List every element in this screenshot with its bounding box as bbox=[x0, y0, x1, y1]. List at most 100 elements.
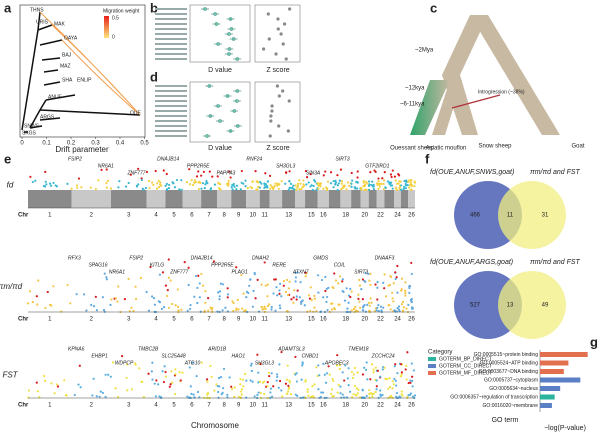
snp-point bbox=[268, 174, 272, 177]
snp-point bbox=[149, 265, 152, 269]
snp-point bbox=[332, 180, 335, 183]
snp-point bbox=[262, 307, 265, 310]
chr-tick-label: 5 bbox=[172, 317, 176, 323]
snp-point bbox=[341, 278, 344, 281]
snp-point bbox=[256, 278, 259, 281]
snp-point bbox=[358, 284, 362, 287]
snp-point bbox=[350, 185, 353, 188]
snp-point bbox=[286, 392, 289, 395]
snp-point bbox=[298, 188, 301, 191]
snp-point bbox=[195, 175, 199, 178]
snp-point bbox=[245, 290, 249, 293]
snp-point bbox=[233, 395, 236, 398]
snp-point bbox=[401, 300, 405, 303]
chr-tick-label: 15 bbox=[308, 403, 315, 409]
snp-point bbox=[153, 303, 157, 306]
chr-tick-label: 6 bbox=[190, 403, 194, 409]
snp-point bbox=[353, 384, 357, 387]
gene-label: SH3GL3 bbox=[276, 163, 295, 169]
legend-label: GOTERM_BP_DIRECT bbox=[439, 356, 492, 362]
snp-point bbox=[301, 364, 304, 367]
panel-b: D value Z score bbox=[208, 67, 290, 74]
snp-point bbox=[381, 177, 384, 180]
snp-point bbox=[216, 175, 219, 178]
snp-point bbox=[134, 363, 137, 366]
snp-point bbox=[211, 175, 214, 178]
snp-point bbox=[187, 266, 190, 269]
snp-point bbox=[92, 377, 95, 380]
snp-point bbox=[400, 277, 404, 280]
snp-point bbox=[66, 283, 69, 287]
snp-point bbox=[304, 271, 307, 274]
snp-point bbox=[194, 274, 198, 278]
x-tick-label: 0.5 bbox=[140, 141, 149, 147]
population-label: ANUF bbox=[48, 94, 62, 100]
row-label bbox=[155, 125, 187, 127]
snp-point bbox=[296, 186, 299, 189]
snp-point bbox=[106, 179, 110, 182]
snp-point bbox=[240, 390, 243, 393]
snp-point bbox=[360, 188, 363, 191]
snp-point bbox=[202, 170, 205, 173]
snp-point bbox=[27, 389, 31, 392]
snp-point bbox=[367, 184, 371, 187]
snp-point bbox=[165, 172, 168, 176]
snp-point bbox=[368, 304, 371, 307]
venn-circle bbox=[498, 181, 566, 249]
snp-point bbox=[388, 385, 392, 389]
snp-point bbox=[210, 308, 213, 311]
legend-gradient bbox=[104, 16, 109, 38]
snp-point bbox=[331, 395, 334, 398]
snp-point bbox=[250, 369, 253, 373]
snp-point bbox=[95, 395, 98, 398]
snp-point bbox=[104, 373, 107, 376]
snp-point bbox=[189, 183, 192, 186]
chr-tick-label: 26 bbox=[408, 317, 415, 323]
snp-point bbox=[240, 393, 243, 396]
snp-point bbox=[226, 287, 229, 290]
snp-point bbox=[235, 184, 239, 187]
snp-point bbox=[407, 394, 410, 397]
snp-point bbox=[333, 308, 336, 311]
snp-point bbox=[83, 293, 86, 296]
snp-point bbox=[404, 182, 407, 186]
snp-point bbox=[50, 304, 53, 307]
snp-point bbox=[409, 188, 412, 191]
bar bbox=[540, 352, 588, 357]
snp-point bbox=[398, 395, 401, 398]
branch bbox=[470, 15, 560, 135]
snp-point bbox=[394, 179, 397, 182]
axis-label: D value bbox=[208, 145, 232, 152]
snp-point bbox=[230, 186, 233, 189]
snp-point bbox=[117, 285, 120, 288]
plot-frame bbox=[189, 81, 251, 143]
snp-point bbox=[207, 309, 210, 312]
snp-point bbox=[397, 182, 400, 185]
snp-point bbox=[257, 185, 260, 189]
snp-point bbox=[375, 379, 378, 382]
snp-point bbox=[402, 306, 405, 309]
snp-point bbox=[408, 179, 411, 182]
snp-point bbox=[56, 385, 60, 388]
snp-point bbox=[150, 295, 154, 298]
snp-point bbox=[376, 182, 379, 185]
snp-point bbox=[89, 186, 92, 189]
snp-point bbox=[254, 170, 257, 173]
snp-point bbox=[102, 308, 106, 312]
population-label: SKGS bbox=[22, 130, 37, 136]
snp-point bbox=[400, 288, 403, 291]
snp-point bbox=[270, 308, 273, 311]
snp-point bbox=[361, 278, 365, 281]
snp-point bbox=[208, 170, 211, 173]
population-label: MAK bbox=[54, 21, 66, 27]
chr-tick-label: 7 bbox=[207, 403, 211, 409]
snp-point bbox=[44, 170, 47, 173]
snp-point bbox=[224, 306, 227, 309]
snp-point bbox=[405, 378, 408, 381]
snp-point bbox=[332, 186, 335, 189]
point bbox=[232, 109, 237, 113]
chr-tick-label: 22 bbox=[377, 403, 384, 409]
arrow bbox=[451, 94, 501, 109]
gene-label: GMDS bbox=[313, 255, 329, 261]
snp-point bbox=[361, 306, 365, 309]
